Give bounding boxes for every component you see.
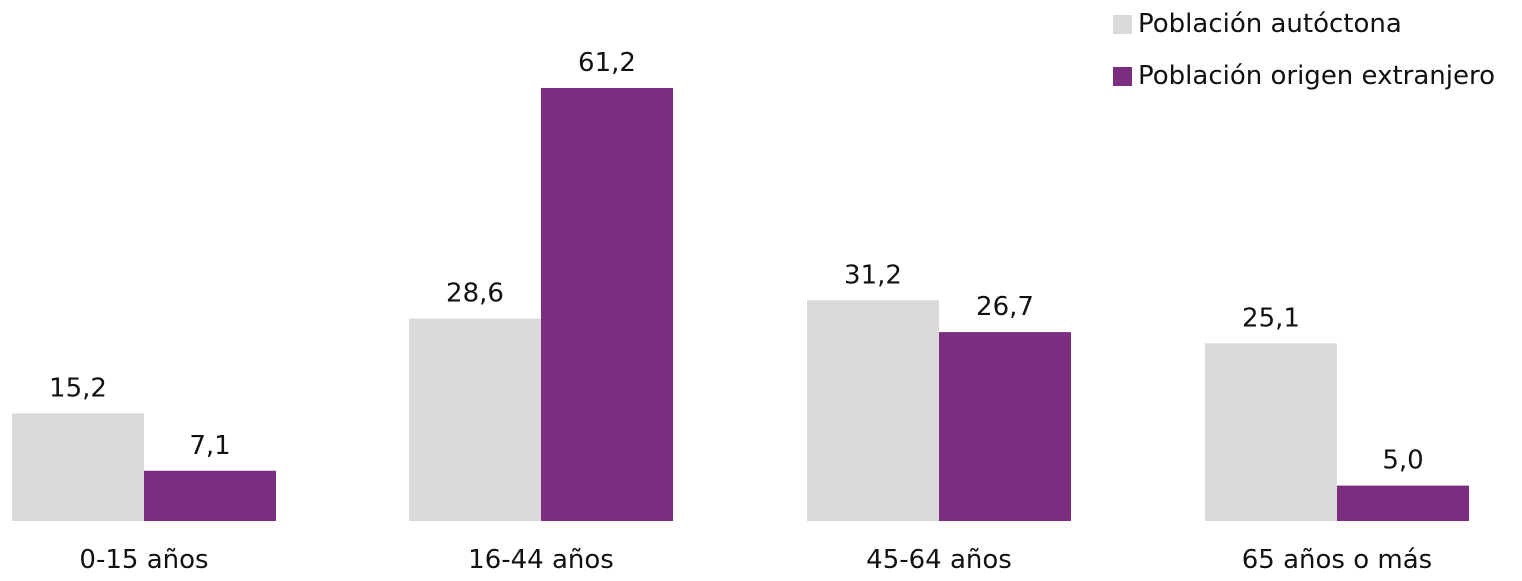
data-label-extranjero-1: 61,2 — [578, 48, 636, 78]
legend-swatch-extranjero — [1113, 66, 1132, 86]
data-label-extranjero-3: 5,0 — [1382, 446, 1423, 476]
bar-extranjero-2 — [939, 332, 1071, 521]
bar-autoctona-0 — [12, 413, 144, 521]
category-label-1: 16-44 años — [468, 545, 614, 575]
data-label-autoctona-2: 31,2 — [844, 260, 902, 290]
legend-swatch-autoctona — [1113, 14, 1132, 34]
legend-item-autoctona: Población autóctona — [1113, 6, 1495, 42]
category-label-3: 65 años o más — [1242, 545, 1432, 575]
legend-label-extranjero: Población origen extranjero — [1138, 61, 1496, 91]
bar-autoctona-1 — [409, 318, 541, 521]
data-label-extranjero-0: 7,1 — [189, 431, 230, 461]
legend-item-extranjero: Población origen extranjero — [1113, 58, 1495, 94]
data-label-extranjero-2: 26,7 — [976, 292, 1034, 322]
data-label-autoctona-1: 28,6 — [446, 279, 504, 309]
data-label-autoctona-3: 25,1 — [1242, 303, 1300, 333]
bar-extranjero-0 — [144, 470, 276, 521]
legend: Población autóctona Población origen ext… — [1113, 6, 1495, 110]
bar-autoctona-2 — [807, 300, 939, 521]
category-label-0: 0-15 años — [79, 545, 208, 575]
bar-extranjero-3 — [1337, 485, 1469, 521]
data-label-autoctona-0: 15,2 — [49, 373, 107, 403]
bar-autoctona-3 — [1205, 343, 1337, 521]
legend-label-autoctona: Población autóctona — [1138, 9, 1402, 39]
category-label-2: 45-64 años — [866, 545, 1012, 575]
bar-extranjero-1 — [541, 88, 673, 521]
